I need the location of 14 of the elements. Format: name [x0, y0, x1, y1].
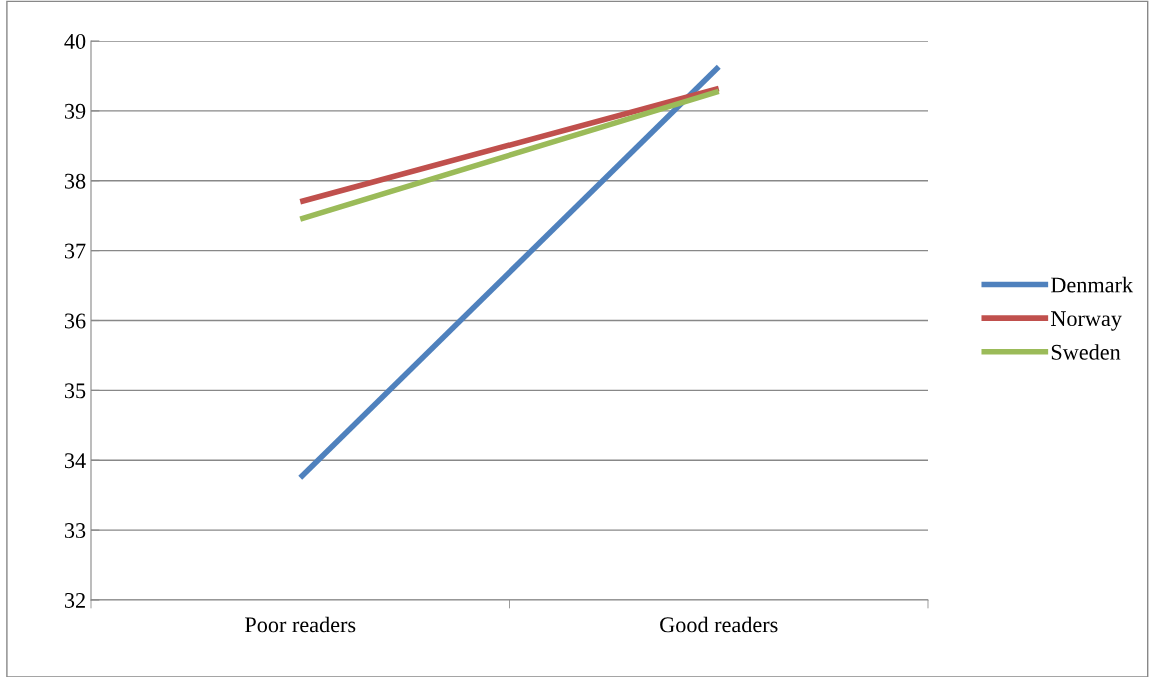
y-tick-label: 38 — [64, 173, 86, 189]
y-tick-label: 40 — [64, 33, 86, 49]
y-tick-label: 32 — [64, 592, 85, 608]
x-tick-label: Good readers — [660, 616, 778, 633]
y-tick-label: 37 — [64, 243, 86, 259]
y-tick-label: 35 — [64, 383, 86, 399]
legend-label: Denmark — [1051, 276, 1134, 293]
x-tick-label: Poor readers — [245, 616, 356, 633]
y-tick-label: 39 — [64, 103, 86, 119]
y-tick-label: 34 — [64, 453, 86, 469]
legend-label: Sweden — [1051, 344, 1121, 360]
legend-label: Norway — [1051, 311, 1122, 331]
y-tick-label: 36 — [64, 313, 86, 329]
y-tick-label: 33 — [64, 523, 86, 539]
